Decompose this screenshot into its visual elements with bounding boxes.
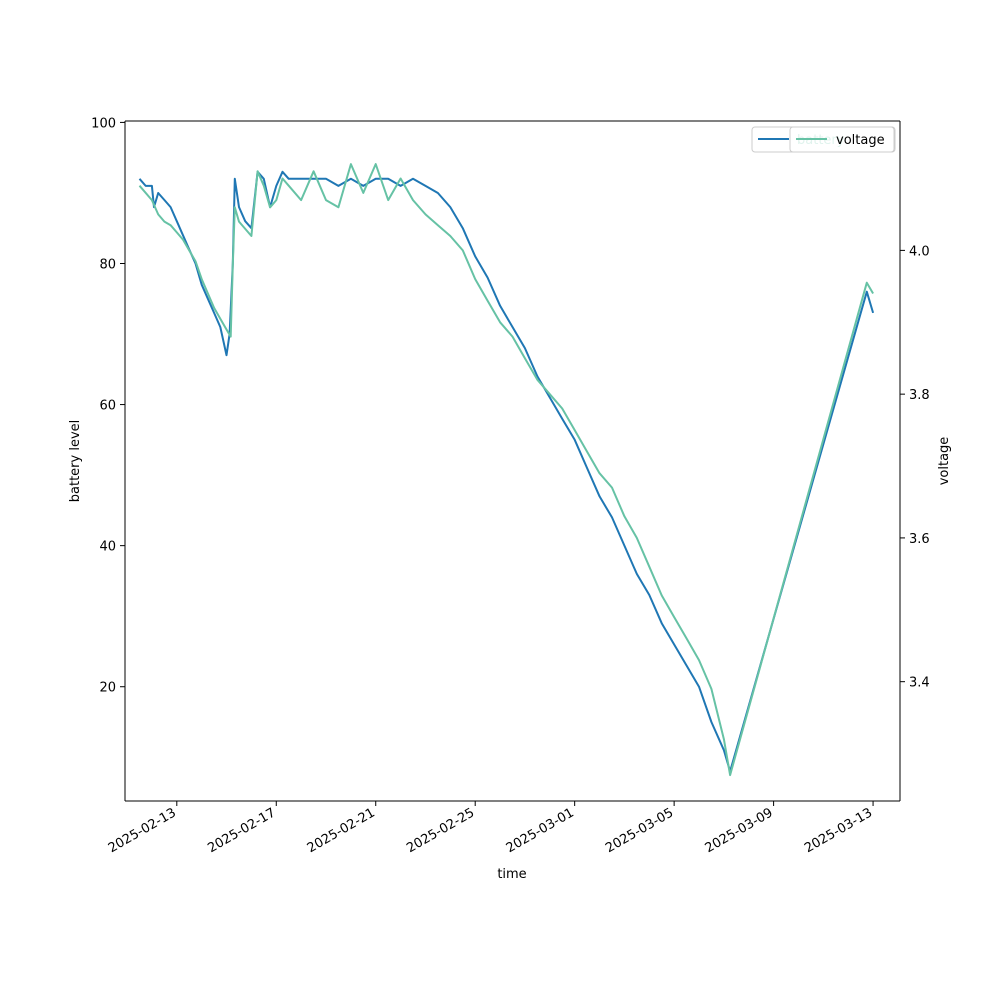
y-tick-label-left: 100 [91,116,116,131]
y-tick-label-right: 3.8 [909,388,930,403]
plot-area [125,121,900,801]
x-tick-label: 2025-03-01 [504,805,577,856]
legend-frame-voltage [789,126,895,153]
x-tick-label: 2025-03-13 [802,805,875,856]
series-layer [138,163,875,777]
y-tick-label-left: 20 [99,681,116,696]
y-tick-label-left: 60 [99,399,116,414]
x-axis-label: time [497,867,526,882]
series-line-voltage [138,163,874,777]
y-tick-label-left: 40 [99,540,116,555]
y-tick-label-right: 4.0 [909,244,930,259]
y-axis-label-right: voltage [937,437,952,486]
x-tick-label: 2025-03-09 [703,805,776,856]
y-axis-label-left: battery level [68,420,83,503]
legend: battery voltage [751,126,896,153]
x-tick-label: 2025-02-25 [404,805,477,856]
x-tick-label: 2025-02-13 [106,805,179,856]
series-line-battery [138,170,875,773]
x-tick-label: 2025-02-17 [205,805,278,856]
axes [124,120,901,802]
y-tick-label-right: 3.4 [909,676,930,691]
x-tick-label: 2025-02-21 [305,805,378,856]
y-tick-label-left: 80 [99,257,116,272]
legend-label-voltage: voltage [836,133,885,148]
y-tick-label-right: 3.6 [909,532,930,547]
x-tick-label: 2025-03-05 [603,805,676,856]
